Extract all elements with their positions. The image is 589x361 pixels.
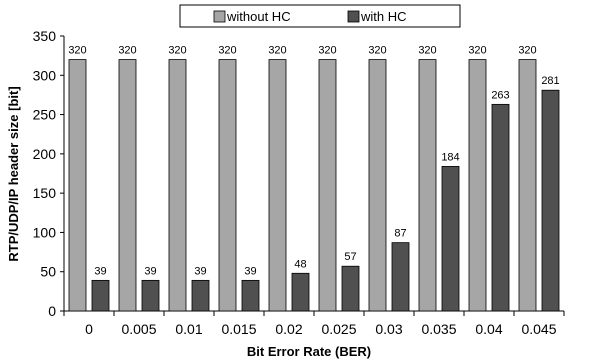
x-axis-label: Bit Error Rate (BER): [247, 344, 371, 359]
data-label-without-hc: 320: [418, 45, 436, 57]
x-tick-label: 0.04: [475, 321, 502, 337]
bar-with-hc: [441, 166, 460, 312]
data-label-without-hc: 320: [268, 45, 286, 57]
y-tick-label: 250: [33, 107, 57, 123]
bar-without-hc: [168, 59, 187, 312]
bar-without-hc: [268, 59, 287, 312]
bar-without-hc: [218, 59, 237, 312]
data-label-without-hc: 320: [518, 45, 536, 57]
bar-without-hc: [118, 59, 137, 312]
y-axis-label: RTP/UDP/IP header size [bit]: [6, 86, 21, 261]
data-label-with-hc: 48: [294, 258, 306, 270]
data-label-without-hc: 320: [168, 45, 186, 57]
bar-without-hc: [368, 59, 387, 312]
bar-without-hc: [468, 59, 487, 312]
legend-swatch-without-hc: [213, 10, 226, 23]
y-tick-label: 200: [33, 146, 57, 162]
data-label-with-hc: 184: [441, 151, 459, 163]
x-tick-label: 0.045: [521, 321, 556, 337]
legend-label-with-hc: with HC: [360, 9, 407, 24]
bar-without-hc: [318, 59, 337, 312]
data-label-with-hc: 39: [194, 265, 206, 277]
bar-without-hc: [68, 59, 87, 312]
bar-with-hc: [541, 89, 560, 312]
bar-with-hc: [491, 103, 510, 312]
x-tick-label: 0.025: [321, 321, 356, 337]
data-label-without-hc: 320: [318, 45, 336, 57]
y-tick-label: 0: [48, 303, 56, 319]
data-label-with-hc: 57: [344, 251, 356, 263]
y-tick-label: 150: [33, 185, 57, 201]
legend-box: [179, 4, 461, 28]
data-label-without-hc: 320: [68, 45, 86, 57]
y-tick-label: 100: [33, 224, 57, 240]
plot-area: 0 50 100 150 200 250 300 350 0 320 39 0.005 320 39 0.0…: [33, 28, 565, 337]
x-tick-label: 0.035: [421, 321, 456, 337]
data-label-with-hc: 39: [94, 265, 106, 277]
data-label-with-hc: 263: [491, 89, 509, 101]
data-label-without-hc: 320: [218, 45, 236, 57]
data-label-with-hc: 39: [144, 265, 156, 277]
legend-label-without-hc: without HC: [226, 9, 291, 24]
data-label-without-hc: 320: [468, 45, 486, 57]
data-label-without-hc: 320: [118, 45, 136, 57]
data-label-with-hc: 281: [541, 75, 559, 87]
x-tick-label: 0: [85, 321, 93, 337]
data-label-with-hc: 39: [244, 265, 256, 277]
bar-with-hc: [291, 272, 310, 312]
bar-with-hc: [141, 279, 160, 312]
bar-with-hc: [191, 279, 210, 312]
y-tick-label: 350: [33, 28, 57, 44]
data-label-without-hc: 320: [368, 45, 386, 57]
data-label-with-hc: 87: [394, 228, 406, 240]
bar-with-hc: [91, 279, 110, 312]
legend: without HC with HC: [179, 4, 461, 28]
legend-swatch-with-hc: [347, 10, 360, 23]
x-tick-label: 0.005: [121, 321, 156, 337]
y-tick-label: 300: [33, 67, 57, 83]
x-tick-label: 0.03: [375, 321, 402, 337]
x-tick-label: 0.015: [221, 321, 256, 337]
bar-without-hc: [418, 59, 437, 312]
bar-without-hc: [518, 59, 537, 312]
y-tick-label: 50: [40, 264, 56, 280]
x-tick-label: 0.01: [175, 321, 202, 337]
bar-with-hc: [241, 279, 260, 312]
bar-with-hc: [391, 242, 410, 312]
x-tick-label: 0.02: [275, 321, 302, 337]
bar-with-hc: [341, 265, 360, 312]
